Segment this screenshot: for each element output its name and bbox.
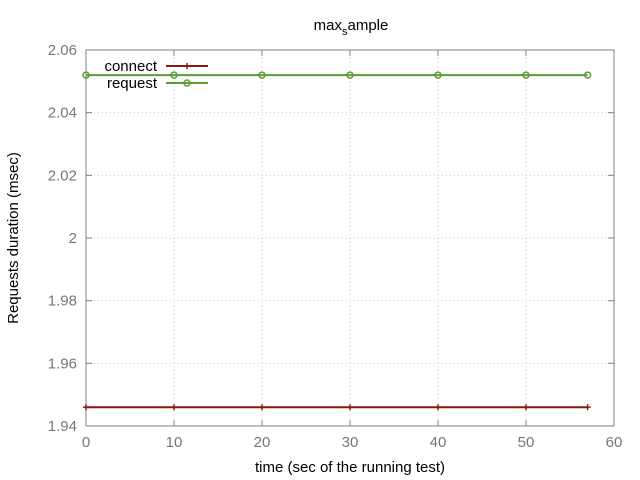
x-tick-label: 0 bbox=[82, 434, 90, 451]
data-point-request bbox=[346, 71, 354, 79]
data-point-request bbox=[583, 71, 592, 79]
series-layer bbox=[82, 71, 592, 411]
data-point-connect bbox=[171, 404, 177, 411]
series-request bbox=[82, 71, 592, 79]
y-tick-label: 1.96 bbox=[48, 355, 77, 372]
legend-item-request: request bbox=[107, 75, 208, 92]
x-tick-label: 10 bbox=[166, 434, 183, 451]
legend-label: request bbox=[107, 75, 158, 92]
x-axis-label: time (sec of the running test) bbox=[255, 459, 445, 476]
x-tick-label: 40 bbox=[430, 434, 447, 451]
data-point-connect bbox=[523, 404, 529, 411]
y-axis-label: Requests duration (msec) bbox=[5, 152, 22, 324]
legend-swatch-marker bbox=[184, 63, 190, 69]
legend-label: connect bbox=[104, 58, 157, 75]
data-point-request bbox=[170, 71, 178, 79]
y-tick-label: 2.02 bbox=[48, 167, 77, 184]
chart-title-main: max bbox=[314, 17, 343, 34]
grid-lines bbox=[86, 50, 614, 426]
y-tick-label: 2 bbox=[69, 230, 77, 247]
x-tick-label: 30 bbox=[342, 434, 359, 451]
chart-title-subscript: s bbox=[342, 26, 348, 38]
x-tick-label: 60 bbox=[606, 434, 623, 451]
y-tick-label: 2.04 bbox=[48, 105, 77, 122]
series-connect bbox=[83, 404, 591, 411]
x-tick-label: 20 bbox=[254, 434, 271, 451]
data-point-request bbox=[522, 71, 530, 79]
y-tick-label: 2.06 bbox=[48, 42, 77, 59]
y-tick-label: 1.94 bbox=[48, 418, 77, 435]
data-point-connect bbox=[347, 404, 353, 411]
data-point-connect bbox=[435, 404, 441, 411]
data-point-connect bbox=[584, 404, 591, 411]
legend-item-connect: connect bbox=[104, 58, 208, 75]
data-point-request bbox=[258, 71, 266, 79]
data-point-request bbox=[82, 71, 90, 79]
data-point-request bbox=[434, 71, 442, 79]
chart-title-tail: ample bbox=[347, 17, 388, 34]
y-tick-label: 1.98 bbox=[48, 293, 77, 310]
legend-swatch-marker bbox=[183, 79, 191, 87]
chart-title: maxsample bbox=[314, 17, 389, 38]
axis-ticks: 0 10 20 30 40 50 60 1.94 1.96 1.98 2 2.02 2.04 2.06 bbox=[48, 42, 623, 451]
data-point-connect bbox=[259, 404, 265, 411]
data-point-connect bbox=[83, 404, 89, 411]
x-tick-label: 50 bbox=[518, 434, 535, 451]
